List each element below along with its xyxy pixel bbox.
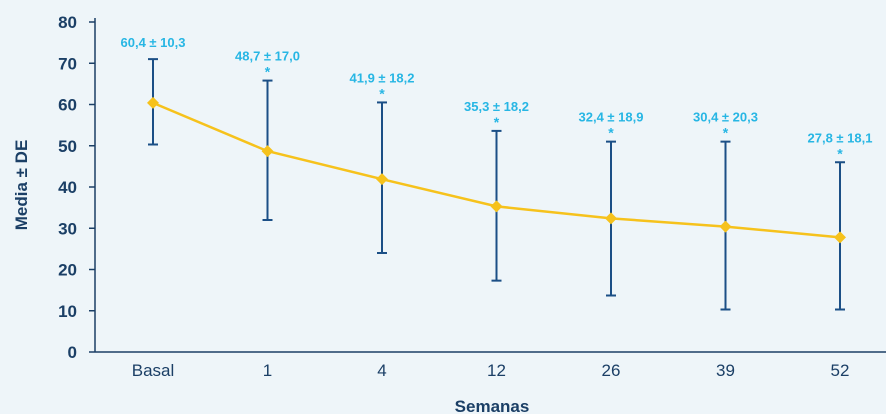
y-tick-label: 60 [58, 96, 77, 115]
data-label: 60,4 ± 10,3 [121, 35, 186, 50]
y-tick-label: 0 [68, 343, 77, 362]
x-axis-title: Semanas [455, 397, 530, 414]
data-label: 35,3 ± 18,2 [464, 99, 529, 114]
significance-marker: * [608, 125, 614, 141]
data-point-marker [261, 145, 274, 158]
data-label: 30,4 ± 20,3 [693, 110, 758, 125]
significance-marker: * [265, 64, 271, 80]
y-tick-label: 50 [58, 137, 77, 156]
x-tick-label: 26 [602, 361, 621, 380]
x-tick-label: 39 [716, 361, 735, 380]
data-point-marker [376, 173, 388, 186]
data-label: 32,4 ± 18,9 [579, 110, 644, 125]
y-tick-label: 80 [58, 13, 77, 32]
x-tick-label: Basal [132, 361, 175, 380]
data-point-marker [147, 96, 159, 109]
x-tick-label: 1 [263, 361, 272, 380]
y-axis-title: Media ± DE [12, 140, 31, 231]
significance-marker: * [494, 114, 500, 130]
y-tick-label: 70 [58, 54, 77, 73]
significance-marker: * [379, 85, 385, 101]
x-tick-label: 4 [377, 361, 386, 380]
x-tick-label: 12 [487, 361, 506, 380]
data-label: 27,8 ± 18,1 [808, 130, 873, 145]
data-point-marker [605, 212, 617, 225]
data-point-marker [490, 200, 503, 213]
data-label: 48,7 ± 17,0 [235, 49, 300, 64]
data-label: 41,9 ± 18,2 [350, 70, 415, 85]
y-tick-label: 20 [58, 261, 77, 280]
significance-marker: * [723, 125, 729, 141]
y-tick-label: 10 [58, 302, 77, 321]
y-tick-label: 40 [58, 178, 77, 197]
data-point-marker [834, 231, 846, 244]
y-tick-label: 30 [58, 219, 77, 238]
x-tick-label: 52 [831, 361, 850, 380]
data-point-marker [719, 220, 732, 233]
significance-marker: * [837, 145, 843, 161]
